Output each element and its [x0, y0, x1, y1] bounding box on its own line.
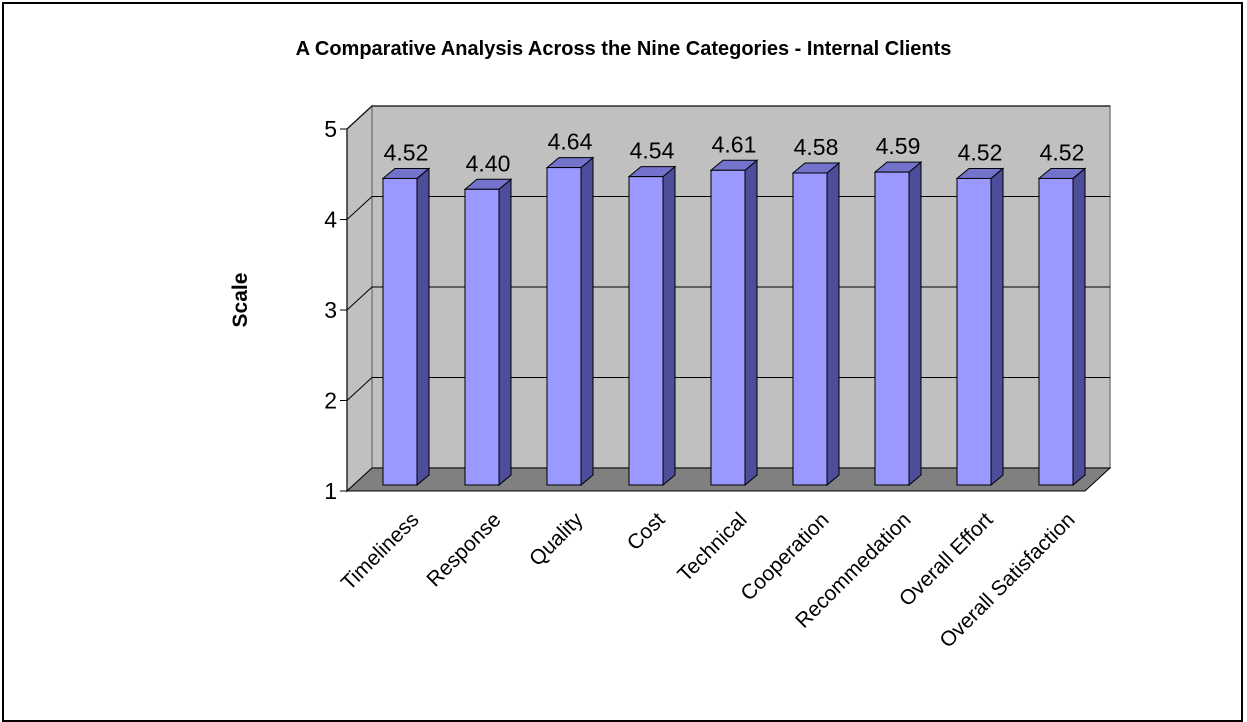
- bar-front: [1038, 177, 1074, 486]
- category-label: Technical: [673, 508, 751, 586]
- bar-side: [744, 159, 758, 487]
- bar: [873, 161, 923, 487]
- bar: [545, 156, 595, 487]
- data-label: 4.61: [712, 131, 757, 157]
- y-tick-label: 3: [324, 297, 337, 323]
- bar: [381, 167, 431, 487]
- data-label: 4.58: [794, 134, 839, 160]
- gridline: [346, 286, 1110, 311]
- category-label: Response: [422, 508, 505, 591]
- bar-front: [382, 177, 418, 486]
- data-labels: 4.52 4.40 4.64 4.54 4.61 4.58 4.59 4.52 4.52: [384, 129, 1085, 177]
- category-label: Cost: [623, 508, 670, 555]
- gridline: [346, 196, 1110, 220]
- y-tick-label: 1: [324, 478, 337, 504]
- bar-side: [908, 161, 922, 487]
- y-tick-labels: 1 2 3 4 5: [324, 116, 337, 504]
- data-label: 4.54: [630, 138, 675, 164]
- data-label: 4.52: [958, 139, 1003, 165]
- data-label: 4.64: [548, 129, 593, 155]
- bar-side: [580, 156, 594, 487]
- y-axis-label: Scale: [229, 273, 252, 328]
- bar: [709, 159, 759, 487]
- data-label: 4.59: [876, 133, 921, 159]
- bar-front: [464, 188, 500, 486]
- y-tick-label: 5: [324, 116, 337, 142]
- bar-side: [826, 161, 840, 487]
- bar-front: [546, 167, 582, 486]
- bars: [381, 156, 1087, 487]
- bar: [463, 178, 513, 487]
- category-label: Overall Satisfaction: [935, 508, 1079, 652]
- bar-front: [874, 171, 910, 486]
- y-tick-label: 4: [324, 207, 337, 233]
- bar-side: [662, 165, 676, 487]
- data-label: 4.52: [384, 139, 429, 165]
- bar: [1037, 167, 1087, 487]
- bar-side: [416, 167, 430, 487]
- gridline: [346, 377, 1110, 401]
- bar-front: [710, 169, 746, 486]
- bar-front: [956, 177, 992, 486]
- data-label: 4.52: [1040, 139, 1085, 165]
- bar-side: [1072, 167, 1086, 487]
- chart-title: A Comparative Analysis Across the Nine C…: [295, 38, 952, 60]
- bar: [791, 161, 841, 487]
- data-label: 4.40: [466, 150, 511, 176]
- bar-front: [628, 176, 664, 486]
- bar-front: [792, 172, 828, 486]
- y-tick-label: 2: [324, 388, 337, 414]
- bar: [627, 165, 677, 487]
- bar-side: [498, 178, 512, 487]
- gridlines: [340, 105, 1110, 492]
- bar-side: [990, 167, 1004, 487]
- category-label: Quality: [525, 508, 588, 571]
- gridline: [346, 105, 1110, 130]
- bar: [955, 167, 1005, 487]
- category-label: Timeliness: [337, 508, 424, 595]
